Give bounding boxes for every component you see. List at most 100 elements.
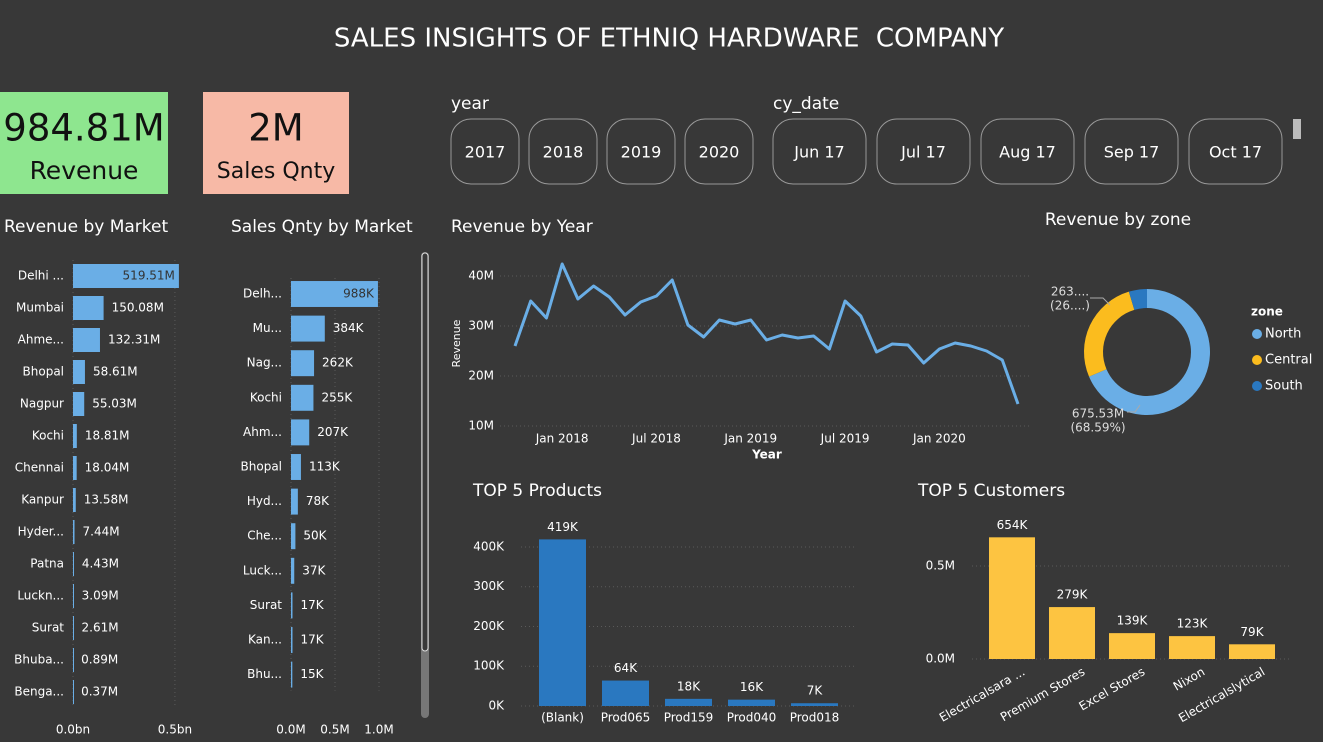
line (513, 262, 1020, 405)
slicer-option[interactable]: Jun 17 (793, 143, 844, 162)
y-tick-label: Kanpur (21, 493, 64, 507)
data-label: 4.43M (82, 557, 119, 571)
kpi-card (0, 92, 168, 194)
data-label: 0.37M (81, 685, 118, 699)
bar (291, 557, 295, 584)
y-tick-label: 40M (468, 269, 494, 283)
slicer-button[interactable] (684, 118, 754, 185)
kpi-card (203, 92, 349, 194)
y-tick-label: Mu... (253, 321, 282, 335)
slicer-button[interactable] (876, 118, 971, 185)
slicer-option[interactable]: Aug 17 (999, 143, 1056, 162)
bar (73, 392, 85, 416)
slicer-label: cy_date (773, 94, 839, 114)
chart-title: Revenue by Market (4, 217, 168, 237)
slicer-button[interactable] (980, 118, 1075, 185)
y-tick-label: Nagpur (20, 397, 64, 411)
slicer-option[interactable]: 2018 (543, 143, 584, 162)
bar (73, 584, 74, 608)
legend-marker (1252, 381, 1262, 391)
slicer-option[interactable]: 2020 (699, 143, 740, 162)
slicer-button[interactable] (606, 118, 676, 185)
bar (291, 488, 298, 515)
x-tick-label: 0.0bn (56, 723, 90, 737)
data-label: 150.08M (112, 301, 164, 315)
slicer-option[interactable]: Jul 17 (900, 143, 946, 162)
data-label: 0.89M (81, 653, 118, 667)
slicer-button[interactable] (528, 118, 598, 185)
y-tick-label: 30M (468, 319, 494, 333)
x-tick-label: 1.0M (364, 723, 393, 737)
y-tick-label: 300K (473, 579, 505, 593)
y-tick-label: Ahm... (243, 425, 282, 439)
y-tick-label: Delhi ... (18, 269, 64, 283)
pie-slice (1084, 291, 1135, 377)
bar (73, 552, 74, 576)
leader-line (1127, 404, 1141, 413)
data-label: 384K (333, 321, 365, 335)
bar (73, 424, 77, 448)
scroll-thumb[interactable] (421, 252, 429, 652)
data-label: 123K (1177, 617, 1209, 631)
legend-title: zone (1251, 305, 1283, 319)
data-label: 2.61M (82, 621, 119, 635)
y-tick-label: Kochi (250, 390, 282, 404)
legend-label: North (1265, 327, 1301, 342)
data-label: 7.44M (83, 525, 120, 539)
bar (291, 350, 315, 377)
y-tick-label: Chennai (15, 461, 64, 475)
x-tick-label: 0.0M (276, 723, 305, 737)
scrollbar[interactable] (1293, 119, 1301, 139)
data-label: 17K (300, 598, 324, 612)
y-tick-label: Luck... (243, 563, 282, 577)
bar (291, 454, 301, 480)
y-tick-label: Kochi (32, 429, 64, 443)
bar (291, 384, 314, 411)
data-label: 78K (306, 494, 330, 508)
kpi-value: 2M (248, 107, 303, 150)
y-axis-label: Revenue (450, 319, 463, 367)
x-tick-label: Jan 2020 (912, 432, 966, 446)
slicer-option[interactable]: 2019 (621, 143, 662, 162)
slicer-button[interactable] (1084, 118, 1179, 185)
y-tick-label: 100K (473, 659, 505, 673)
data-label: 207K (317, 425, 349, 439)
bar (73, 680, 74, 704)
data-label: 37K (302, 563, 326, 577)
data-label: 16K (740, 680, 764, 694)
data-label: 675.53M (1072, 407, 1124, 421)
data-label: 113K (309, 460, 341, 474)
chart-title: TOP 5 Customers (917, 481, 1065, 501)
bar (1109, 633, 1155, 659)
bar (291, 627, 293, 653)
y-tick-label: Patna (30, 557, 64, 571)
x-tick-label: Prod065 (601, 711, 651, 725)
bar (291, 281, 378, 307)
bar (728, 699, 775, 706)
data-label: 13.58M (84, 493, 129, 507)
slicer-option[interactable]: 2017 (465, 143, 506, 162)
y-tick-label: 0K (488, 699, 505, 713)
data-label: 139K (1117, 614, 1149, 628)
data-label: 519.51M (123, 269, 175, 283)
slicer-option[interactable]: Oct 17 (1209, 143, 1262, 162)
bar (73, 264, 179, 288)
y-tick-label: Luckn... (17, 589, 64, 603)
y-tick-label: Bhopal (23, 365, 64, 379)
chart-title: TOP 5 Products (472, 481, 602, 501)
legend-label: South (1265, 379, 1303, 394)
data-label: 15K (300, 667, 324, 681)
y-tick-label: 0.5M (926, 558, 955, 572)
page-title: SALES INSIGHTS OF ETHNIQ HARDWARE COMPAN… (334, 24, 1004, 54)
bar (73, 328, 100, 352)
slicer-button[interactable] (1188, 118, 1283, 185)
data-label: 654K (997, 518, 1029, 532)
slicer-button[interactable] (772, 118, 867, 185)
pie-slice (1128, 289, 1147, 310)
y-tick-label: Bhu... (247, 667, 282, 681)
legend-label: Central (1265, 353, 1312, 368)
slicer-button[interactable] (450, 118, 520, 185)
slicer-option[interactable]: Sep 17 (1104, 143, 1160, 162)
y-tick-label: 0.0M (926, 652, 955, 666)
